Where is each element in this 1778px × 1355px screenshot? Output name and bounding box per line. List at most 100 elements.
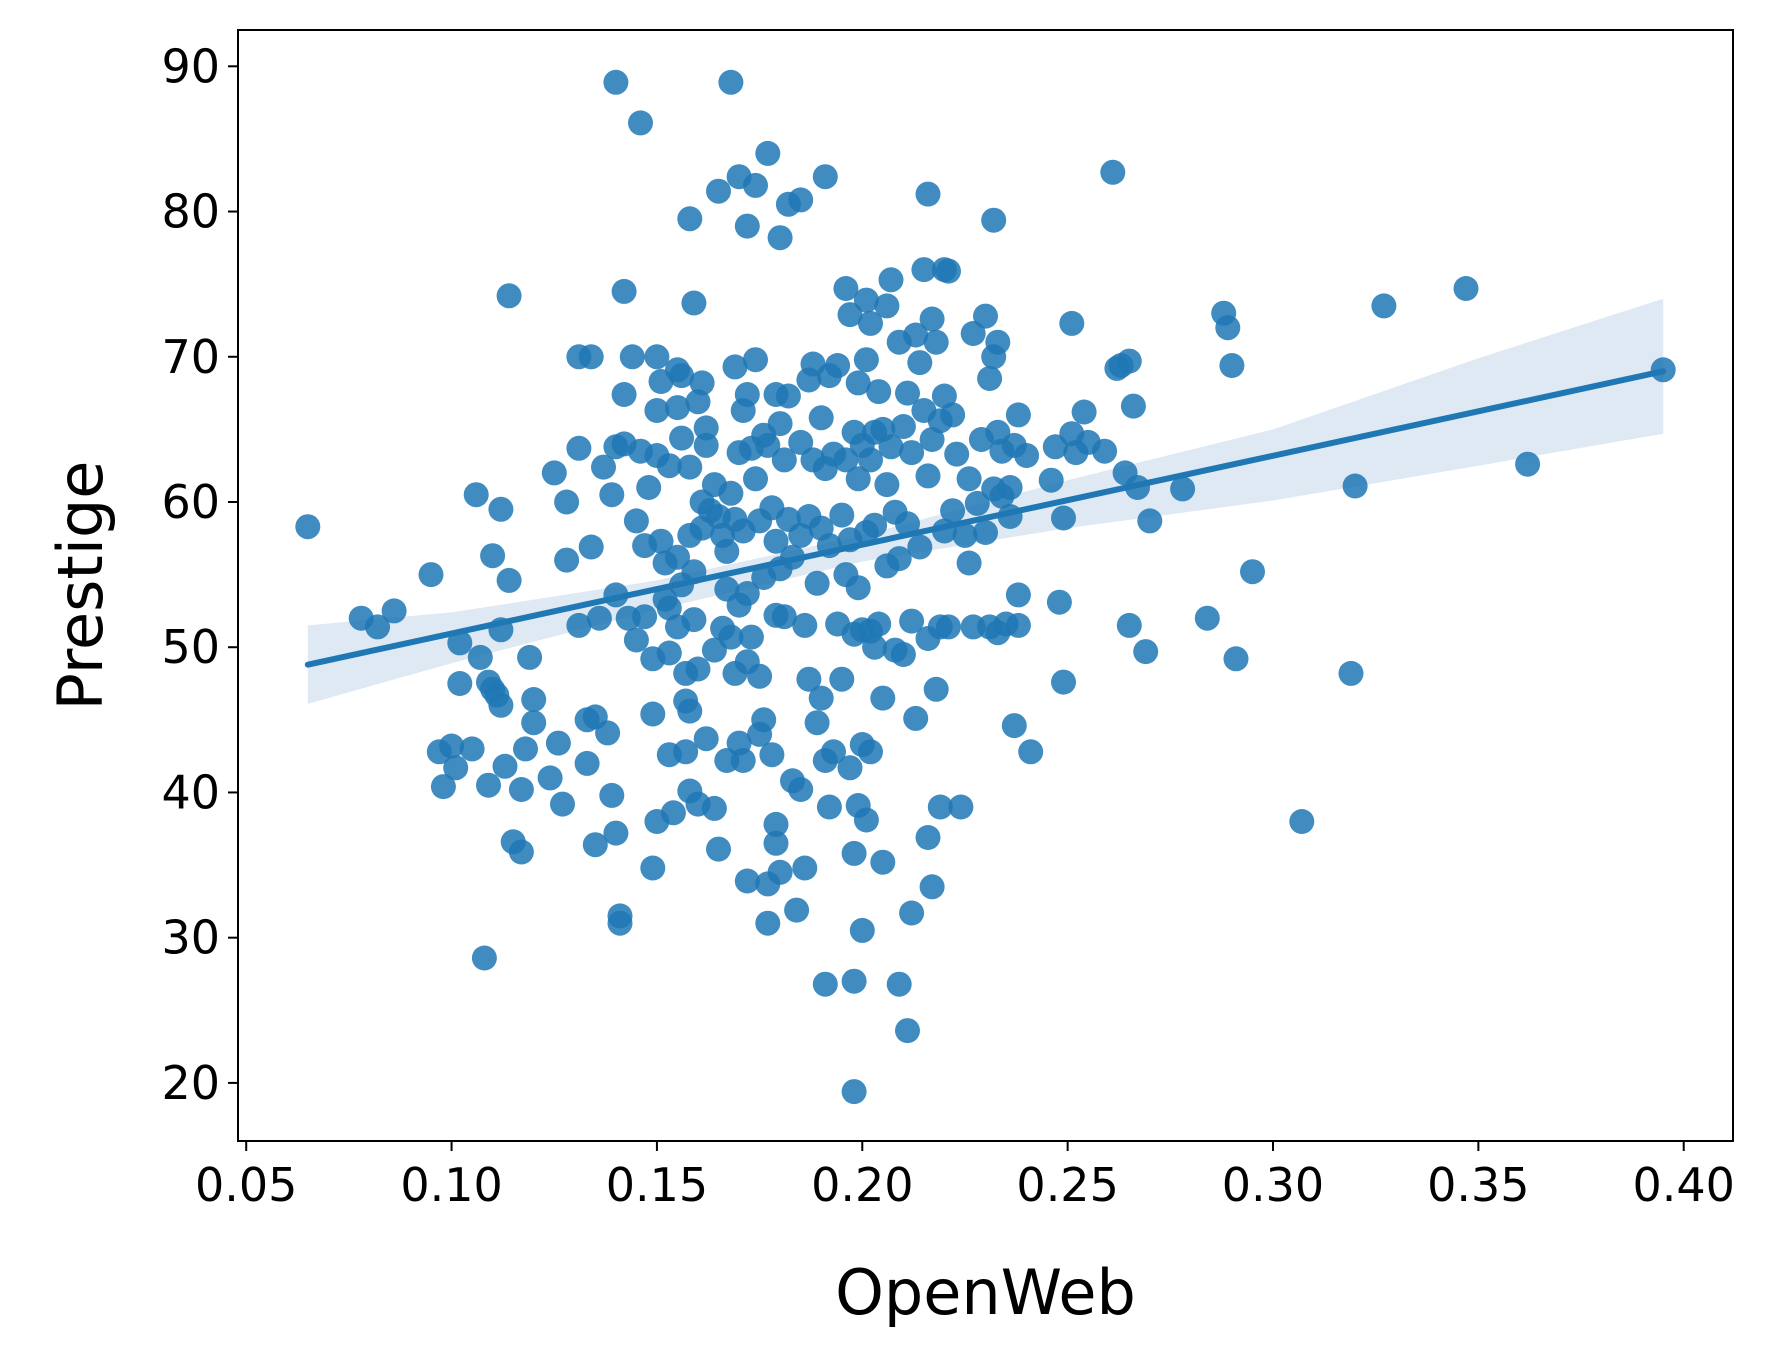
data-point	[554, 489, 580, 515]
data-point	[611, 382, 637, 407]
data-point	[940, 498, 966, 524]
data-point	[977, 366, 1003, 391]
x-tick-label: 0.40	[1633, 1158, 1735, 1212]
data-point	[858, 739, 883, 765]
data-point	[677, 698, 703, 724]
data-point	[1453, 276, 1479, 301]
data-point	[899, 608, 925, 634]
x-tick-label: 0.25	[1016, 1158, 1118, 1212]
data-point	[903, 322, 929, 348]
data-point	[767, 225, 793, 251]
data-point	[1515, 451, 1541, 477]
data-point	[459, 736, 485, 762]
data-point	[853, 287, 879, 313]
data-point	[784, 897, 810, 923]
data-point	[599, 782, 625, 808]
data-point	[845, 575, 871, 601]
data-point	[763, 830, 789, 856]
data-point	[788, 777, 814, 802]
data-point	[1005, 402, 1031, 428]
data-point	[718, 69, 744, 95]
data-point	[1219, 353, 1245, 378]
data-point	[952, 522, 978, 548]
y-tick-label: 90	[161, 39, 220, 93]
data-point	[816, 794, 842, 820]
data-point	[927, 794, 953, 820]
data-point	[439, 733, 465, 759]
data-point	[775, 383, 801, 409]
data-point	[973, 303, 998, 329]
y-tick-label: 80	[161, 185, 220, 239]
data-point	[1005, 582, 1031, 608]
data-point	[467, 644, 493, 670]
data-point	[381, 598, 407, 624]
data-point	[923, 329, 949, 355]
data-point	[681, 607, 707, 633]
data-point	[537, 765, 563, 791]
data-point	[1100, 159, 1126, 185]
data-point	[895, 511, 920, 537]
data-point	[488, 692, 514, 718]
data-point	[825, 353, 851, 378]
data-point	[870, 849, 896, 875]
data-point	[981, 207, 1007, 233]
data-point	[804, 710, 830, 736]
data-point	[730, 748, 756, 773]
data-point	[1018, 739, 1044, 765]
data-point	[550, 791, 575, 817]
data-point	[513, 736, 538, 762]
data-point	[718, 480, 744, 506]
data-point	[738, 624, 764, 650]
data-point	[845, 466, 871, 492]
data-point	[1014, 443, 1040, 468]
data-point	[508, 839, 534, 865]
data-point	[931, 383, 957, 409]
data-point	[792, 855, 818, 881]
data-point	[640, 701, 666, 727]
data-point	[849, 917, 875, 943]
data-point	[595, 720, 621, 746]
plot-area-frame	[237, 29, 1734, 1142]
data-point	[853, 347, 879, 373]
data-point	[763, 528, 789, 554]
data-point	[923, 676, 949, 702]
data-point	[829, 666, 855, 692]
data-point	[476, 772, 501, 798]
data-point	[365, 614, 391, 640]
data-point	[997, 475, 1023, 500]
data-point	[747, 663, 773, 689]
data-point	[471, 945, 497, 971]
data-point	[586, 605, 612, 631]
data-point	[985, 329, 1011, 355]
data-point	[858, 310, 883, 336]
data-point	[915, 181, 941, 207]
data-point	[743, 172, 768, 198]
data-point	[541, 460, 567, 486]
data-point	[574, 750, 600, 776]
data-point	[755, 910, 781, 936]
data-point	[751, 707, 777, 733]
data-point	[496, 283, 522, 309]
data-point	[447, 630, 473, 656]
data-point	[463, 482, 489, 508]
data-point	[956, 466, 982, 492]
data-point	[656, 453, 682, 479]
data-point	[640, 855, 666, 881]
data-point	[743, 347, 768, 373]
y-tick-label: 50	[161, 620, 220, 674]
data-point	[919, 427, 945, 452]
data-point	[792, 612, 818, 638]
data-point	[1137, 508, 1163, 534]
data-point	[788, 522, 814, 548]
data-point	[812, 971, 838, 997]
data-point	[508, 777, 534, 802]
data-point	[623, 508, 649, 534]
data-point	[706, 836, 731, 862]
data-point	[669, 363, 695, 389]
data-point	[496, 567, 522, 593]
data-point	[599, 482, 625, 508]
data-point	[804, 570, 830, 596]
data-point	[734, 868, 760, 894]
data-point	[755, 140, 781, 166]
data-point	[1116, 348, 1142, 374]
